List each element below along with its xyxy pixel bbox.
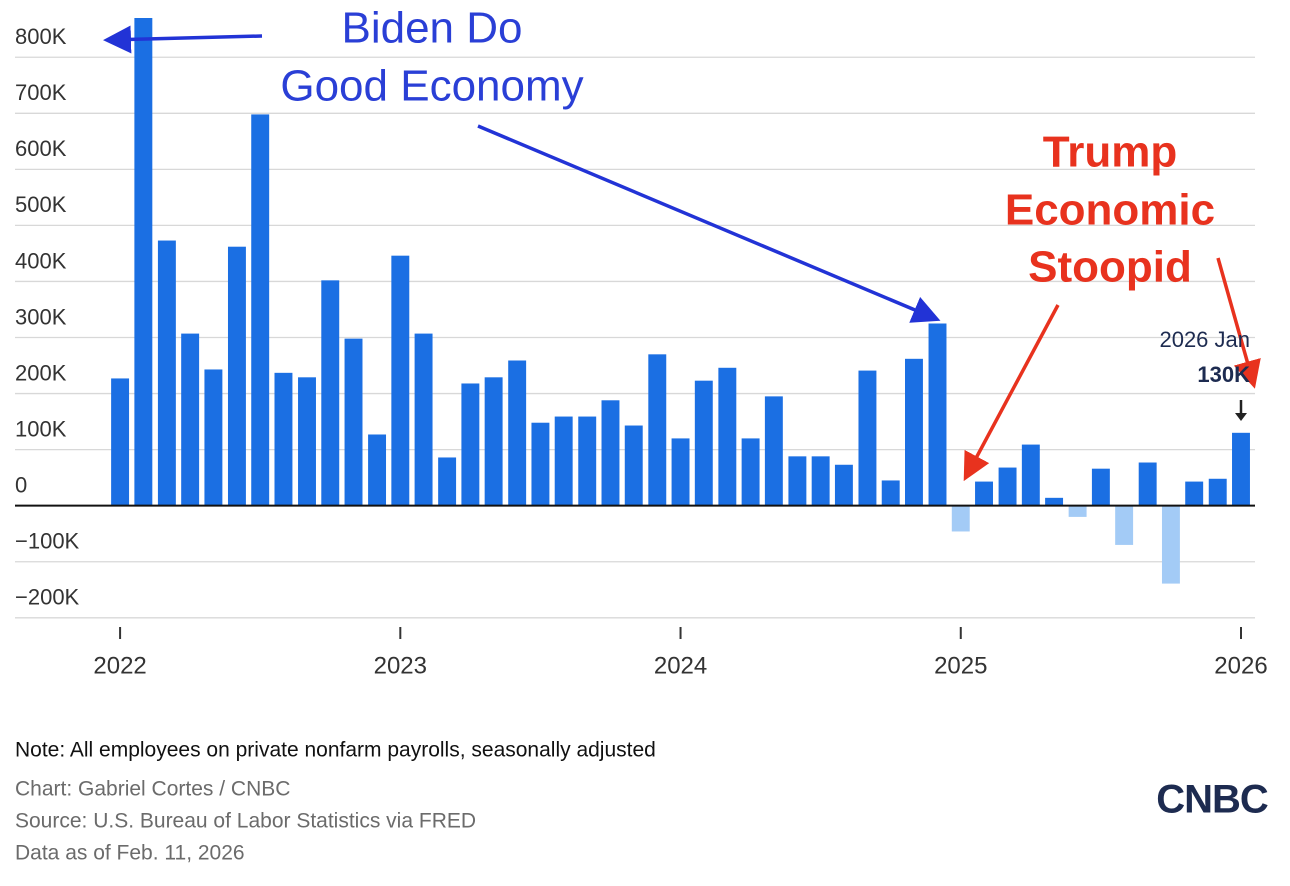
- logo: CNBC: [1156, 778, 1268, 822]
- bar: [321, 280, 340, 506]
- annotation: Stoopid: [1028, 243, 1192, 292]
- bar: [344, 338, 363, 506]
- annotation: Trump: [1043, 128, 1177, 177]
- bar: [624, 425, 643, 506]
- bar: [951, 505, 970, 532]
- bar: [998, 467, 1017, 506]
- date: Data as of Feb. 11, 2026: [15, 842, 245, 865]
- bar: [694, 380, 713, 506]
- bar: [1185, 481, 1204, 506]
- bar: [1045, 497, 1064, 506]
- bar: [484, 377, 503, 506]
- bar: [788, 456, 807, 506]
- bar: [391, 255, 410, 506]
- y-tick-label: 800K: [15, 24, 67, 49]
- bar: [811, 456, 830, 506]
- pointer-head: [1235, 413, 1247, 421]
- data-label: 130K: [1197, 362, 1250, 387]
- bar: [554, 416, 573, 506]
- y-tick-label: 100K: [15, 416, 67, 441]
- bar: [157, 240, 176, 506]
- arrow: [477, 124, 941, 323]
- point-label: 2026 Jan: [1159, 327, 1250, 352]
- arrow: [103, 25, 263, 54]
- bar: [461, 383, 480, 506]
- y-tick-label: 300K: [15, 304, 67, 329]
- bar: [368, 434, 387, 506]
- bar: [531, 422, 550, 506]
- arrow: [1216, 257, 1261, 389]
- source: Source: U.S. Bureau of Labor Statistics …: [15, 810, 476, 833]
- bar: [975, 481, 993, 506]
- bar: [274, 372, 293, 506]
- bar: [1232, 432, 1250, 506]
- bar: [764, 396, 783, 506]
- y-tick-label: 600K: [15, 136, 67, 161]
- bar: [1115, 505, 1134, 545]
- annotation: Good Economy: [280, 62, 583, 111]
- bar: [251, 114, 270, 506]
- bar: [1138, 462, 1157, 506]
- arrow: [963, 304, 1060, 482]
- annotation: Biden Do: [341, 4, 522, 53]
- y-tick-label: 0: [15, 472, 27, 497]
- bar: [414, 333, 433, 506]
- bar: [648, 354, 667, 506]
- y-tick-label: 200K: [15, 360, 67, 385]
- y-tick-label: −200K: [15, 585, 80, 610]
- x-tick-label: 2025: [934, 652, 987, 679]
- bar: [298, 377, 316, 506]
- bar: [578, 416, 597, 506]
- y-tick-label: −100K: [15, 529, 80, 554]
- bar: [601, 400, 620, 506]
- annotation: Economic: [1005, 186, 1215, 235]
- bar: [1068, 505, 1087, 517]
- bar: [508, 360, 527, 506]
- y-tick-label: 400K: [15, 248, 67, 273]
- note: Note: All employees on private nonfarm p…: [15, 739, 656, 762]
- bar: [741, 438, 760, 506]
- bar: [181, 333, 200, 506]
- y-tick-label: 700K: [15, 80, 67, 105]
- bar: [718, 367, 737, 506]
- bar: [928, 323, 947, 506]
- x-tick-label: 2023: [374, 652, 427, 679]
- bar: [111, 378, 130, 506]
- bar: [204, 369, 223, 506]
- x-tick-label: 2026: [1214, 652, 1267, 679]
- bar: [904, 358, 923, 506]
- bar: [858, 370, 877, 506]
- bar: [881, 480, 900, 506]
- bar: [1091, 468, 1110, 506]
- bar: [438, 457, 457, 506]
- bar: [834, 464, 853, 506]
- bar: [134, 18, 153, 506]
- credit: Chart: Gabriel Cortes / CNBC: [15, 778, 290, 801]
- bar: [1208, 478, 1227, 506]
- x-tick-label: 2022: [93, 652, 146, 679]
- bar: [1161, 505, 1180, 584]
- bar: [227, 246, 246, 506]
- x-tick-label: 2024: [654, 652, 707, 679]
- bar: [1021, 444, 1040, 506]
- y-tick-label: 500K: [15, 192, 67, 217]
- bar: [671, 438, 690, 506]
